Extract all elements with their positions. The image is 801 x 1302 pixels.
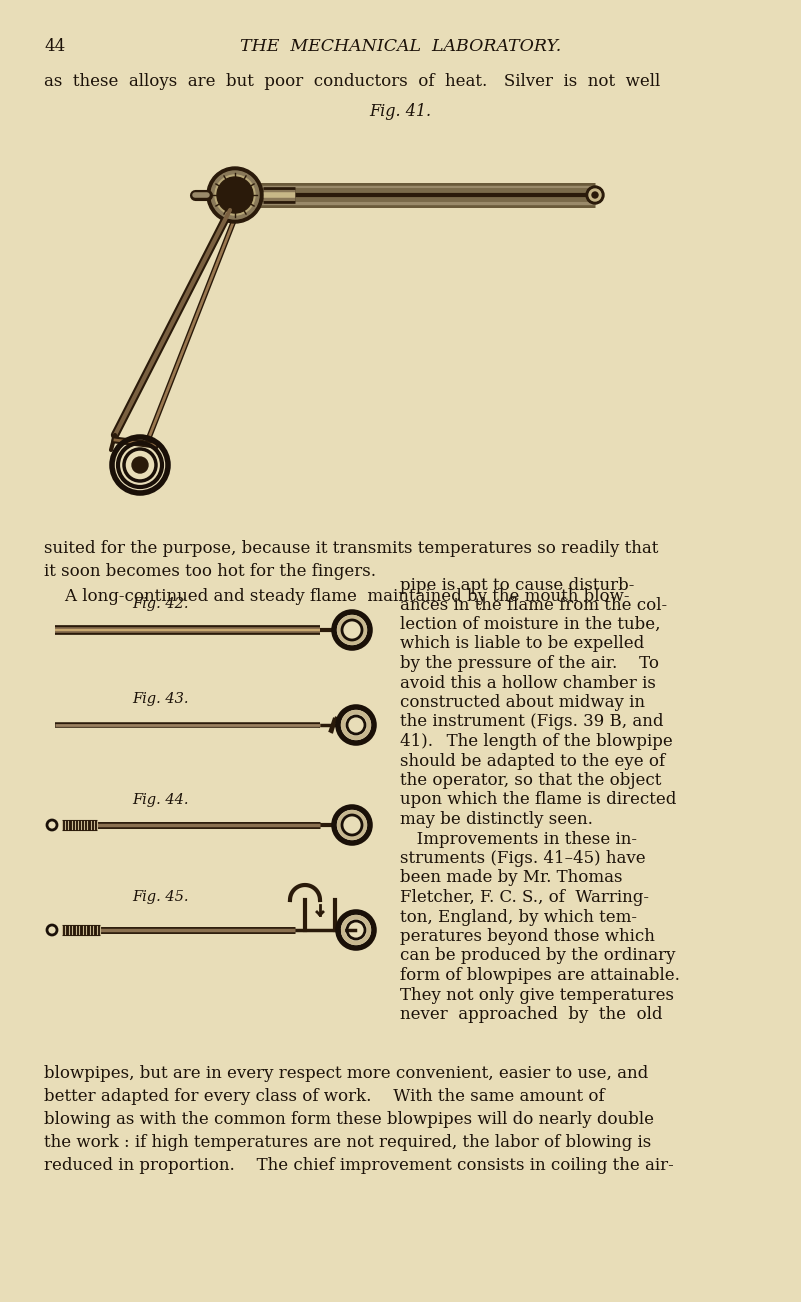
Text: by the pressure of the air.  To: by the pressure of the air. To <box>400 655 659 672</box>
Text: suited for the purpose, because it transmits temperatures so readily that: suited for the purpose, because it trans… <box>44 540 658 557</box>
Text: Fig. 42.: Fig. 42. <box>131 598 188 611</box>
Text: pipe is apt to cause disturb-: pipe is apt to cause disturb- <box>400 577 634 594</box>
Text: which is liable to be expelled: which is liable to be expelled <box>400 635 644 652</box>
Text: the work : if high temperatures are not required, the labor of blowing is: the work : if high temperatures are not … <box>44 1134 651 1151</box>
Circle shape <box>592 191 598 198</box>
Text: as  these  alloys  are  but  poor  conductors  of  heat. Silver  is  not  well: as these alloys are but poor conductors … <box>44 73 660 90</box>
Text: the instrument (Figs. 39 B, and: the instrument (Figs. 39 B, and <box>400 713 663 730</box>
Text: never  approached  by  the  old: never approached by the old <box>400 1006 662 1023</box>
Text: blowpipes, but are in every respect more convenient, easier to use, and: blowpipes, but are in every respect more… <box>44 1065 648 1082</box>
Text: avoid this a hollow chamber is: avoid this a hollow chamber is <box>400 674 656 691</box>
Text: blowing as with the common form these blowpipes will do nearly double: blowing as with the common form these bl… <box>44 1111 654 1128</box>
Text: They not only give temperatures: They not only give temperatures <box>400 987 674 1004</box>
Circle shape <box>589 189 601 201</box>
Text: Fig. 45.: Fig. 45. <box>131 891 188 904</box>
Text: form of blowpipes are attainable.: form of blowpipes are attainable. <box>400 967 680 984</box>
Text: 44: 44 <box>44 38 65 55</box>
Text: reduced in proportion.  The chief improvement consists in coiling the air-: reduced in proportion. The chief improve… <box>44 1157 674 1174</box>
Text: ton, England, by which tem-: ton, England, by which tem- <box>400 909 637 926</box>
Text: peratures beyond those which: peratures beyond those which <box>400 928 655 945</box>
Circle shape <box>132 457 148 473</box>
Text: lection of moisture in the tube,: lection of moisture in the tube, <box>400 616 661 633</box>
Text: Improvements in these in-: Improvements in these in- <box>400 831 637 848</box>
Text: been made by Mr. Thomas: been made by Mr. Thomas <box>400 870 622 887</box>
Text: Fig. 44.: Fig. 44. <box>131 793 188 807</box>
Text: struments (Figs. 41–45) have: struments (Figs. 41–45) have <box>400 850 646 867</box>
Text: better adapted for every class of work.  With the same amount of: better adapted for every class of work. … <box>44 1088 605 1105</box>
Text: A long-continued and steady flame  maintained by the mouth blow-: A long-continued and steady flame mainta… <box>44 589 630 605</box>
Text: ances in the flame from the col-: ances in the flame from the col- <box>400 596 667 613</box>
Text: can be produced by the ordinary: can be produced by the ordinary <box>400 948 675 965</box>
Circle shape <box>207 167 263 223</box>
Text: it soon becomes too hot for the fingers.: it soon becomes too hot for the fingers. <box>44 562 376 579</box>
Text: Fletcher, F. C. S., of  Warring-: Fletcher, F. C. S., of Warring- <box>400 889 649 906</box>
Text: THE  MECHANICAL  LABORATORY.: THE MECHANICAL LABORATORY. <box>239 38 562 55</box>
Text: should be adapted to the eye of: should be adapted to the eye of <box>400 753 665 769</box>
Text: 41).  The length of the blowpipe: 41). The length of the blowpipe <box>400 733 673 750</box>
Circle shape <box>211 171 259 219</box>
Circle shape <box>215 174 255 215</box>
Text: Fig. 43.: Fig. 43. <box>131 691 188 706</box>
Text: Fig. 41.: Fig. 41. <box>369 103 432 120</box>
Text: upon which the flame is directed: upon which the flame is directed <box>400 792 676 809</box>
Text: may be distinctly seen.: may be distinctly seen. <box>400 811 593 828</box>
Text: the operator, so that the object: the operator, so that the object <box>400 772 662 789</box>
Circle shape <box>217 177 253 214</box>
Circle shape <box>586 186 604 204</box>
Text: constructed about midway in: constructed about midway in <box>400 694 645 711</box>
